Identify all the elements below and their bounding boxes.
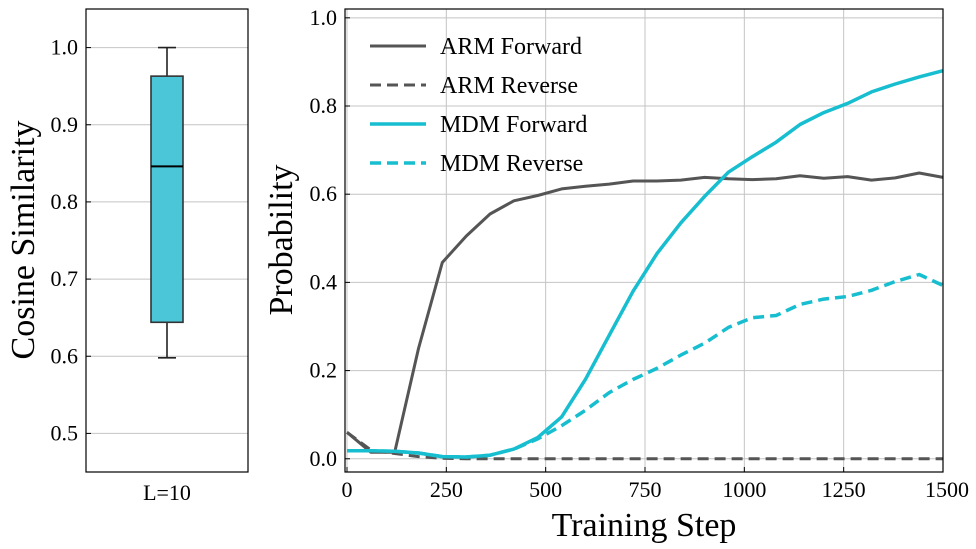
line-chart-x-tick-label: 750	[628, 477, 661, 502]
boxplot-marks	[150, 46, 184, 359]
boxplot-y-tick-label: 1.0	[51, 35, 79, 60]
boxplot-y-ticks: 0.5 0.6 0.7 0.8 0.9 1.0	[51, 35, 91, 445]
line-chart-x-tick-label: 0	[341, 477, 352, 502]
line-chart-x-axis-label: Training Step	[552, 507, 737, 544]
legend-label-mdm-forward: MDM Forward	[440, 112, 587, 138]
line-chart-y-tick-label: 1.0	[310, 5, 338, 30]
series-line-arm-forward	[346, 171, 944, 454]
series-line-mdm-reverse	[347, 272, 944, 459]
boxplot-x-tick-label: L=10	[143, 480, 191, 505]
legend-label-mdm-reverse: MDM Reverse	[440, 151, 583, 177]
line-chart-x-tick-label: 250	[430, 477, 463, 502]
series-line-mdm-forward	[347, 69, 944, 459]
line-chart-y-tick-label: 0.6	[310, 181, 338, 206]
line-chart-x-tick-label: 1500	[925, 477, 969, 502]
line-chart-series	[346, 69, 944, 461]
boxplot-panel: 0.5 0.6 0.7 0.8 0.9 1.0 L=10 Cosine Similarit…	[5, 8, 249, 505]
line-chart-y-tick-label: 0.0	[310, 446, 338, 471]
line-chart-x-tick-label: 500	[529, 477, 562, 502]
legend-label-arm-reverse: ARM Reverse	[440, 73, 578, 99]
legend-label-arm-forward: ARM Forward	[440, 34, 582, 60]
line-chart-x-tick-label: 1250	[822, 477, 866, 502]
line-chart-x-tick-label: 1000	[722, 477, 766, 502]
line-chart-panel: 0.0 0.2 0.4 0.6 0.8 1.0 0 250 500 750 1000 1250 1500…	[263, 5, 969, 544]
boxplot-y-axis-label: Cosine Similarity	[5, 121, 42, 360]
line-chart-gridlines	[345, 9, 944, 472]
boxplot-y-tick-label: 0.8	[51, 189, 79, 214]
boxplot-y-tick-label: 0.6	[51, 343, 79, 368]
line-chart-y-tick-label: 0.8	[310, 93, 338, 118]
line-chart-axes-frame	[344, 8, 944, 473]
boxplot-y-tick-label: 0.9	[51, 112, 79, 137]
boxplot-y-tick-label: 0.5	[51, 420, 79, 445]
line-chart-y-tick-label: 0.2	[310, 358, 338, 383]
line-chart-y-tick-label: 0.4	[310, 269, 338, 294]
boxplot-axes-frame	[85, 8, 249, 473]
boxplot-box	[150, 75, 184, 324]
legend: ARM Forward ARM Reverse MDM Forward MDM …	[370, 34, 587, 177]
line-chart-ticks: 0.0 0.2 0.4 0.6 0.8 1.0 0 250 500 750 1000 1250 1500	[310, 5, 970, 502]
boxplot-y-tick-label: 0.7	[51, 266, 79, 291]
line-chart-y-axis-label: Probability	[263, 164, 300, 315]
